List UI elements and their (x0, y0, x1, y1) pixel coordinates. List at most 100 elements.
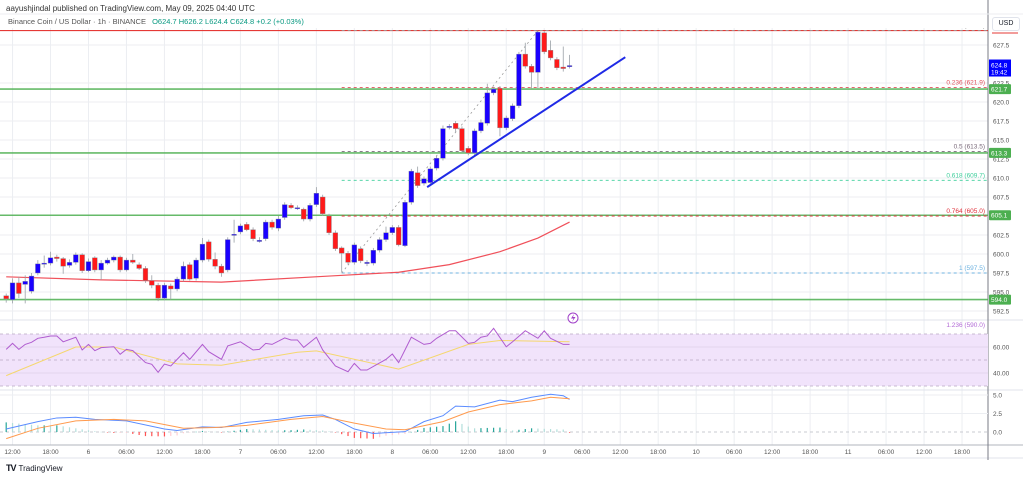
fib-level-label: 0.236 (621.9) (946, 80, 985, 87)
candle-up (427, 168, 433, 183)
rsi-tick-label: 60.00 (993, 345, 1010, 352)
candle-down (320, 196, 326, 214)
x-tick-label: 12:00 (460, 449, 477, 456)
macd-histogram-bar (417, 429, 419, 432)
candle-down (60, 258, 66, 267)
y-tick-label: 627.5 (993, 43, 1010, 50)
macd-histogram-bar (43, 425, 45, 432)
macd-histogram-bar (467, 426, 469, 432)
tradingview-logo[interactable]: TV TradingView (6, 463, 63, 473)
macd-histogram-bar (214, 431, 216, 433)
candle-down (396, 227, 402, 246)
fib-trend-connector (341, 30, 539, 274)
candle-up (389, 227, 395, 233)
x-tick-label: 7 (239, 449, 243, 456)
candle-down (149, 280, 155, 286)
macd-histogram-bar (176, 432, 178, 436)
macd-histogram-bar (125, 432, 128, 433)
macd-histogram-bar (448, 423, 450, 432)
candle-up (566, 65, 573, 67)
symbol-name[interactable]: Binance Coin / US Dollar · 1h · BINANCE (8, 17, 146, 26)
macd-histogram-bar (493, 427, 495, 432)
macd-histogram-bar (461, 423, 463, 432)
macd-histogram-bar (138, 432, 140, 436)
macd-histogram-bar (568, 432, 571, 433)
currency-button[interactable]: USD (992, 17, 1020, 31)
macd-histogram-bar (436, 426, 438, 432)
macd-histogram-bar (30, 424, 33, 432)
macd-histogram-bar (360, 432, 362, 439)
x-tick-label: 18:00 (194, 449, 211, 456)
candle-down (54, 256, 60, 259)
price-pane: 0 (629.4) 0.236 (621.9) 0.5 (613.5) 0.618 (… (0, 28, 988, 304)
x-tick-label: 06:00 (878, 449, 895, 456)
candle-down (326, 215, 332, 233)
candle-down (465, 148, 471, 154)
candle-down (358, 248, 364, 262)
x-tick-label: 12:00 (916, 449, 933, 456)
x-tick-label: 18:00 (42, 449, 59, 456)
x-tick-label: 18:00 (498, 449, 515, 456)
support-price-badge (989, 84, 1011, 95)
candle-up (98, 262, 104, 271)
candle-down (250, 229, 256, 239)
macd-histogram-bar (518, 429, 520, 432)
candle-up (237, 225, 244, 233)
macd-histogram-bar (556, 429, 558, 432)
y-tick-label: 617.5 (993, 119, 1010, 126)
candle-down (332, 232, 338, 249)
candle-up (104, 259, 111, 264)
macd-histogram-bar (410, 431, 412, 433)
fib-level-label: 1.236 (590.0) (946, 322, 985, 329)
macd-histogram-bar (372, 432, 374, 439)
macd-histogram-bar (170, 432, 172, 436)
macd-histogram-bar (189, 432, 191, 433)
candle-down (522, 53, 528, 67)
rsi-tick-label: 40.00 (993, 371, 1010, 378)
candle-up (275, 218, 281, 229)
macd-histogram-bar (62, 426, 64, 432)
candle-down (136, 264, 142, 269)
fib-level-label: 1 (597.5) (959, 265, 985, 272)
macd-histogram-bar (549, 429, 552, 432)
macd-histogram-bar (265, 429, 267, 432)
trendline (426, 56, 626, 188)
macd-histogram-bar (455, 421, 457, 432)
ohlc-values: O624.7 H626.2 L624.4 C624.8 +0.2 (+0.03%… (152, 17, 304, 26)
macd-histogram-bar (391, 432, 393, 436)
macd-histogram-bar (132, 432, 134, 434)
candle-up (370, 249, 376, 264)
macd-histogram-bar (404, 432, 406, 434)
candle-down (541, 32, 547, 53)
macd-histogram-bar (480, 428, 482, 432)
macd-histogram-bar (246, 429, 248, 432)
macd-histogram-bar (366, 432, 368, 439)
macd-histogram-bar (252, 429, 254, 432)
candle-up (41, 262, 47, 265)
tradingview-logo-icon: TV (6, 463, 16, 473)
candle-up (256, 240, 263, 242)
candle-up (85, 261, 92, 271)
candle-up (123, 259, 130, 271)
macd-histogram-bar (163, 432, 166, 437)
lightning-icon[interactable] (567, 312, 579, 324)
candle-up (383, 232, 389, 240)
macd-histogram-bar (328, 431, 330, 432)
candle-up (193, 259, 199, 279)
macd-histogram-bar (94, 431, 96, 432)
macd-histogram-bar (385, 432, 387, 436)
macd-histogram-bar (499, 427, 501, 432)
symbol-legend: Binance Coin / US Dollar · 1h · BINANCE … (8, 17, 304, 26)
x-tick-label: 12:00 (308, 449, 325, 456)
macd-histogram-bar (341, 432, 343, 435)
candle-up (402, 202, 408, 246)
candle-up (510, 105, 516, 119)
macd-histogram-bar (423, 427, 425, 432)
candle-up (22, 281, 28, 285)
rsi-ma-line (6, 339, 570, 377)
support-price-badge-label: 621.7 (991, 87, 1008, 94)
candle-down (244, 224, 250, 230)
x-tick-label: 8 (391, 449, 395, 456)
candle-up (111, 256, 117, 261)
